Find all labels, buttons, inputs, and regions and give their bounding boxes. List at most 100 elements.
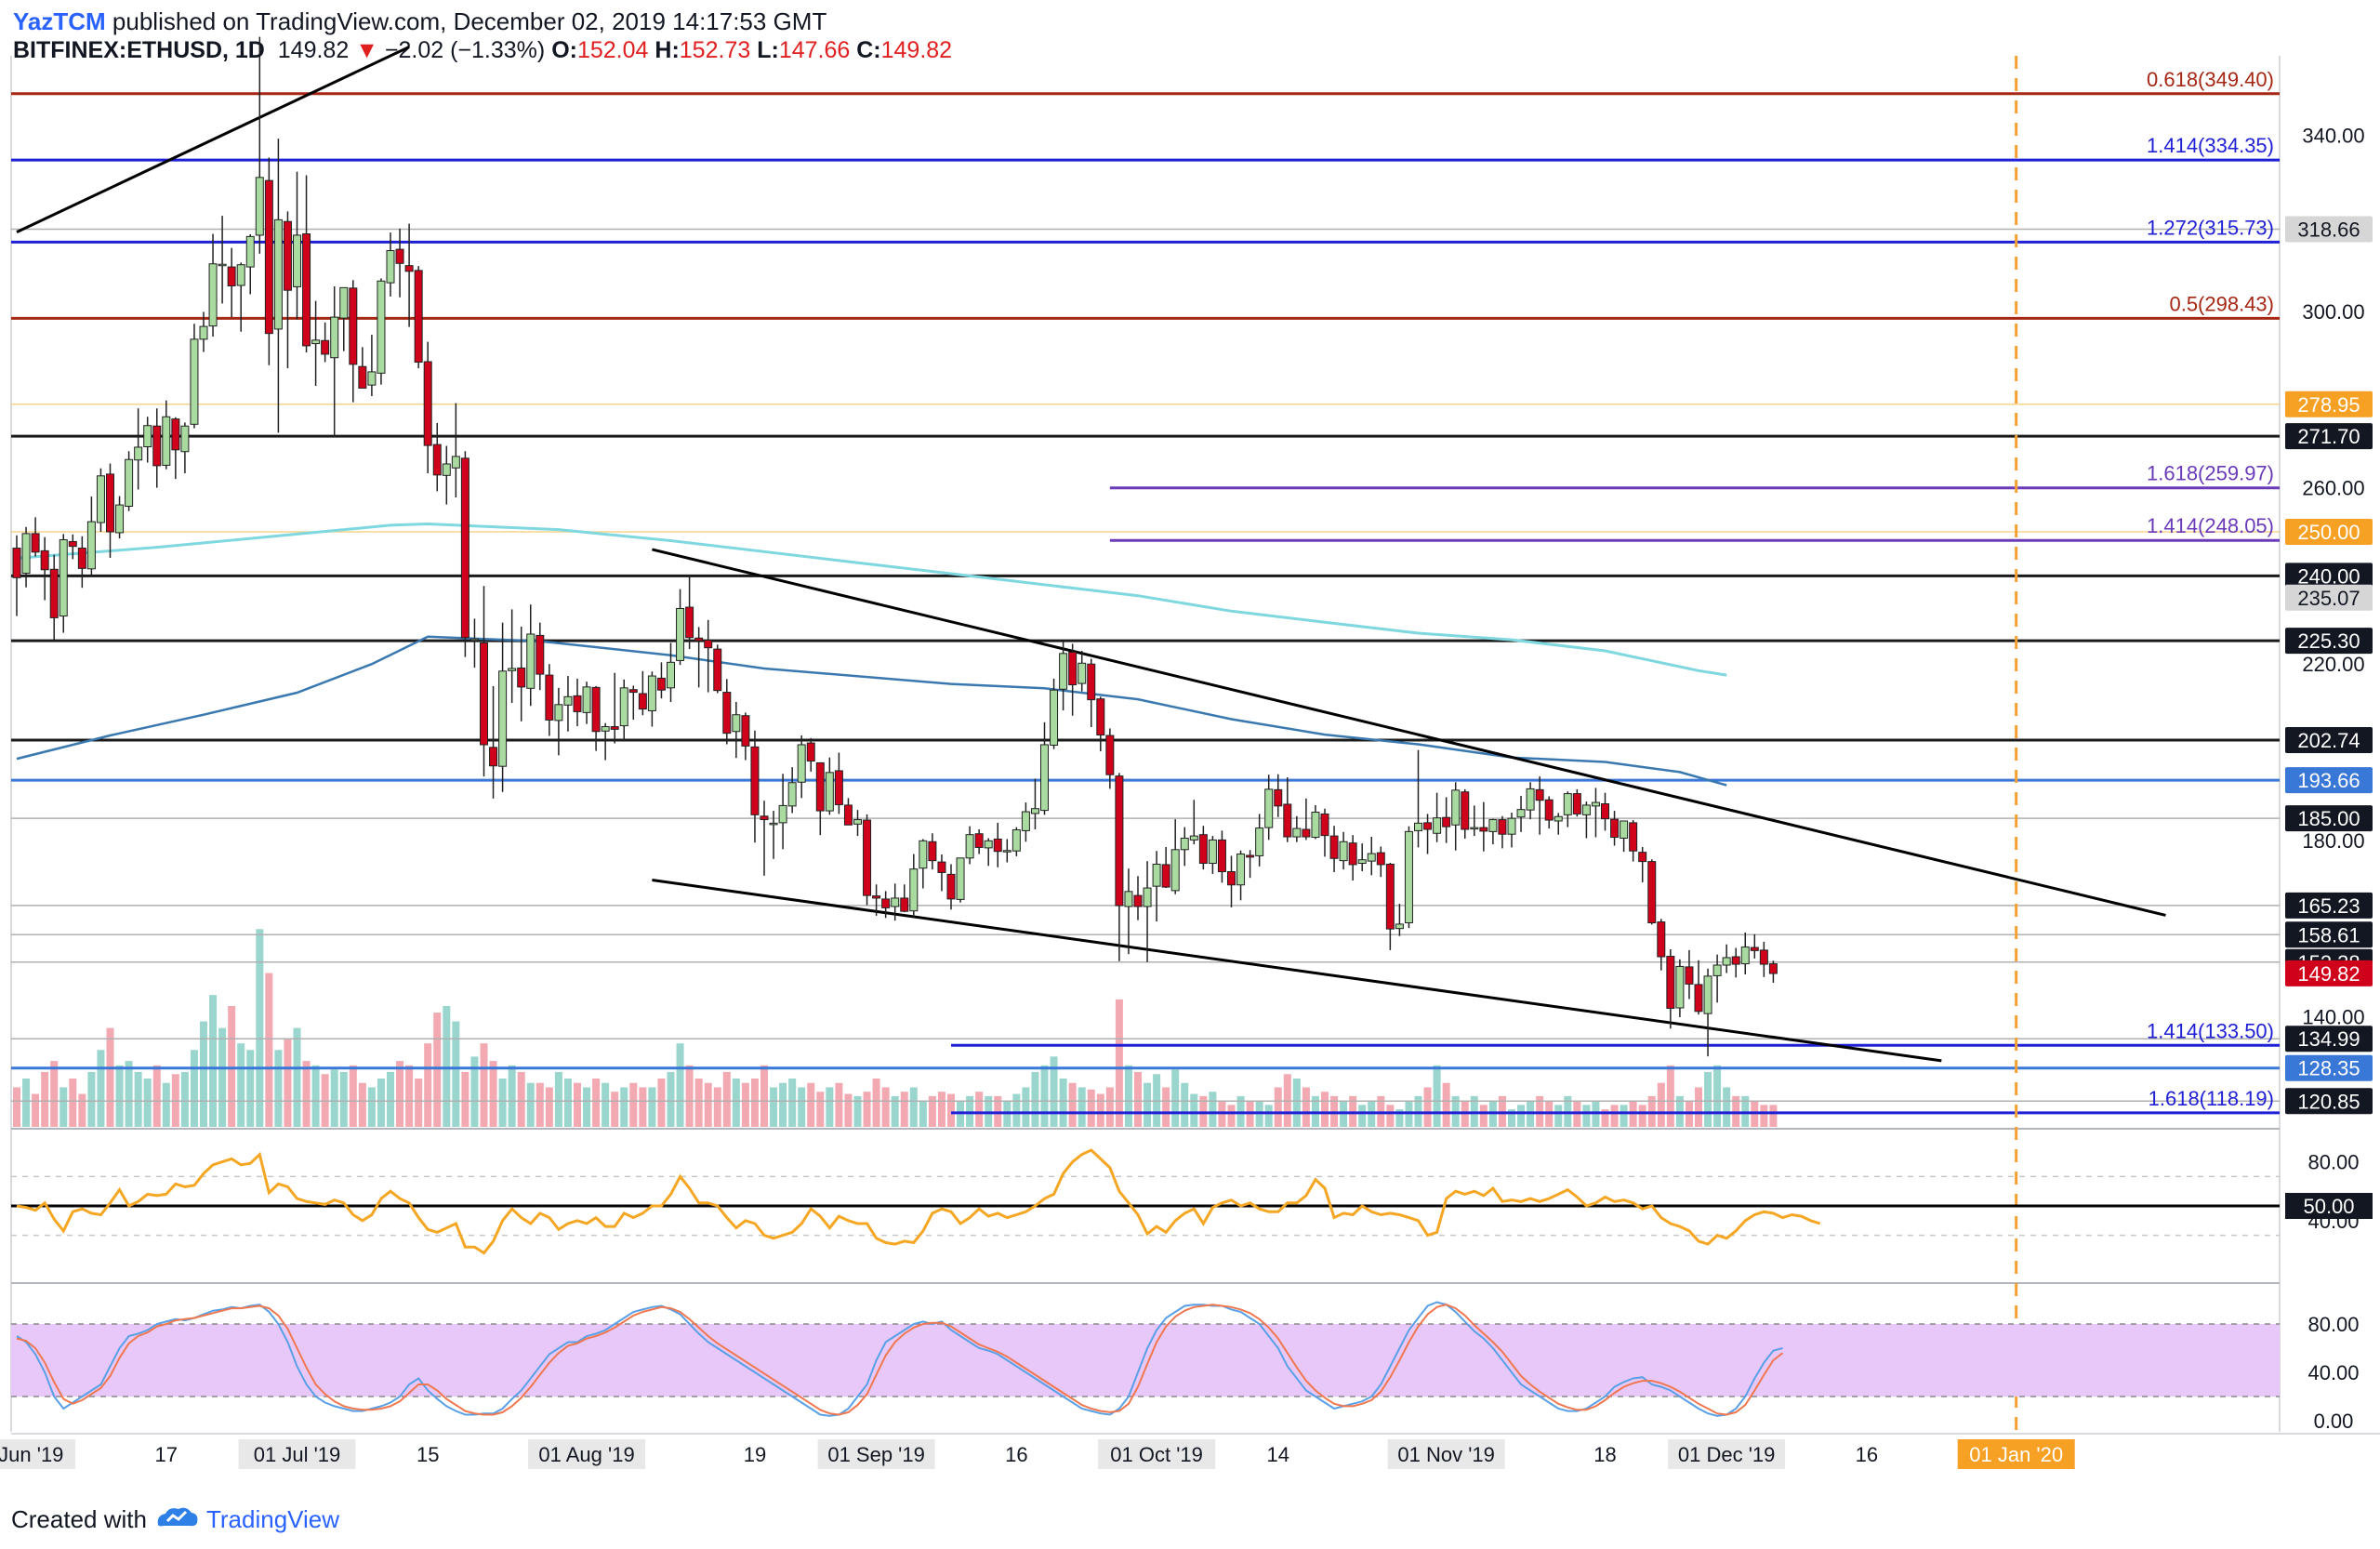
candle-body [517, 667, 526, 688]
rsi-tick-label: 40.00 [2307, 1210, 2359, 1233]
candle-body [152, 425, 162, 467]
candle [1414, 749, 1422, 848]
candle [339, 286, 349, 351]
candle [638, 670, 647, 716]
volume-bar [685, 1065, 694, 1127]
candle-body [180, 425, 190, 453]
volume-bar [816, 1092, 825, 1127]
author-name[interactable]: YazTCM [13, 7, 106, 35]
candle-body [208, 263, 218, 327]
candle [480, 586, 488, 777]
price-marker-label: 165.23 [2297, 894, 2360, 918]
volume-bar [732, 1079, 740, 1127]
volume-bar [1022, 1087, 1030, 1127]
candle-body [769, 822, 778, 826]
volume-bar [200, 1021, 207, 1127]
candle-body [1479, 827, 1488, 832]
fib-level-label: 1.414(248.05) [2147, 514, 2274, 537]
tradingview-brand[interactable]: TradingView [205, 1505, 340, 1533]
candle-body [1750, 947, 1759, 951]
candle [1012, 827, 1021, 856]
price-tick-label: 140.00 [2302, 1005, 2364, 1028]
candle-body [573, 695, 582, 712]
stoch-k-line [16, 1301, 1783, 1417]
rsi-50-marker [2285, 1193, 2373, 1219]
price-marker-label: 193.66 [2297, 769, 2360, 792]
candle [1180, 827, 1189, 867]
candle-body [1731, 956, 1740, 965]
candle-body [787, 782, 797, 807]
volume-bar [41, 1071, 49, 1127]
candle-body [283, 220, 292, 291]
candle-body [1647, 861, 1657, 924]
candle [1030, 778, 1039, 829]
candle [685, 575, 694, 650]
candle [227, 247, 236, 318]
open-value: 152.04 [576, 37, 649, 63]
candle-body [628, 689, 638, 694]
candle-body [545, 674, 554, 721]
volume-bar [554, 1071, 562, 1127]
candle [1133, 876, 1143, 920]
candle [545, 664, 554, 736]
candle-body [1292, 827, 1302, 838]
candle [162, 400, 171, 470]
time-tick-label: 15 [416, 1443, 439, 1466]
candle-body [1507, 817, 1516, 835]
candle [667, 642, 675, 702]
candle [1357, 843, 1367, 872]
candle-body [1246, 854, 1255, 858]
volume-bar [1601, 1109, 1609, 1127]
candle-body [760, 815, 769, 821]
volume-bar [545, 1087, 553, 1127]
price-marker-box [2285, 216, 2373, 243]
candle [741, 712, 750, 761]
candle-body [1264, 788, 1274, 828]
candle [536, 622, 545, 691]
price-marker-label: 134.99 [2297, 1027, 2360, 1051]
publish-header: YazTCM published on TradingView.com, Dec… [13, 7, 826, 36]
volume-bar [648, 1087, 656, 1127]
candle-body [1311, 812, 1320, 839]
price-marker-box [2285, 423, 2373, 450]
time-tick-box [0, 1439, 75, 1469]
candle [1348, 835, 1357, 880]
candle [1694, 960, 1703, 1015]
candle [1759, 941, 1768, 977]
volume-bar [50, 1061, 59, 1127]
candle [656, 662, 666, 699]
volume-bar [162, 1082, 170, 1127]
candle [1376, 846, 1385, 878]
tradingview-logo-icon[interactable] [154, 1504, 199, 1535]
candle [713, 644, 722, 694]
candle-body [190, 338, 199, 425]
candle [937, 854, 946, 892]
candle-body [377, 280, 386, 374]
candle [554, 687, 563, 756]
candle-body [610, 726, 619, 730]
candle-body [1096, 698, 1105, 736]
chart-canvas[interactable]: 0.618(349.40) 1.414(334.35) 1.272(315.73) 0… [0, 0, 2380, 1497]
candle [1105, 728, 1115, 789]
candle-body [750, 746, 760, 815]
candle [1479, 801, 1488, 852]
stoch-rsi-pane: 80.00 40.00 0.00 [11, 1301, 2360, 1433]
price-marker-label: 278.95 [2297, 393, 2360, 417]
candle-body [1012, 828, 1021, 852]
candle [49, 554, 59, 642]
candle-body [1526, 788, 1535, 811]
candle-body [1442, 816, 1451, 827]
candle-body [928, 841, 937, 862]
volume-bar [508, 1065, 516, 1127]
volume-bar [592, 1079, 601, 1127]
volume-bar [265, 973, 273, 1127]
candle-body [900, 897, 909, 912]
candle [460, 451, 469, 657]
volume-bar [452, 1021, 460, 1127]
candle-body [1563, 793, 1572, 815]
candle-body [115, 504, 125, 534]
candle-body [591, 686, 601, 733]
volume-bar [32, 1093, 40, 1127]
candle [591, 685, 601, 751]
candle-body [1554, 815, 1563, 822]
